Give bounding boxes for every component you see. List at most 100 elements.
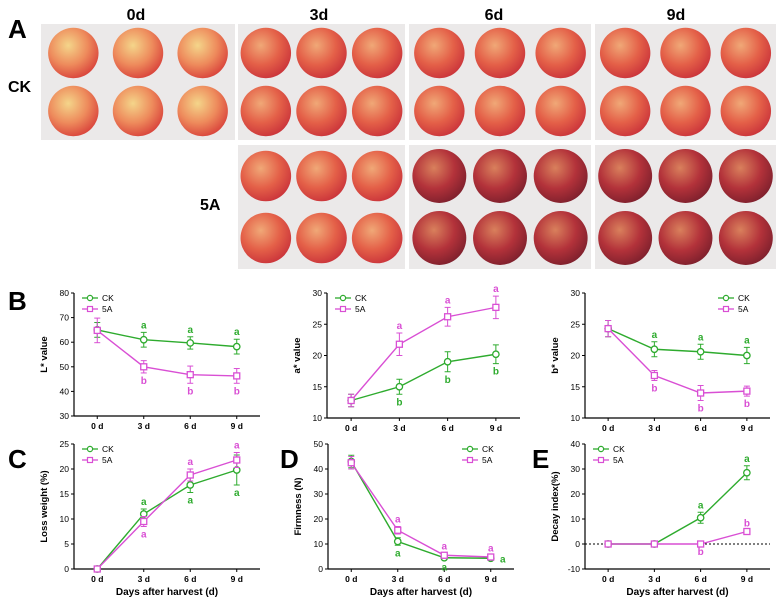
legend-marker [339, 305, 347, 313]
peach-fruit [535, 85, 586, 137]
peach-fruit [658, 211, 713, 265]
peach-fruit [296, 27, 347, 79]
x-tick-label: 6 d [184, 421, 196, 431]
panel-label-d: D [280, 444, 299, 474]
significance-letter: a [234, 488, 240, 499]
significance-letter: a [141, 530, 147, 541]
peach-fruit [533, 211, 588, 265]
significance-letter: a [234, 327, 240, 338]
x-tick-label: 9 d [741, 423, 753, 433]
significance-letter: a [698, 500, 704, 511]
data-point [232, 342, 241, 351]
x-axis-label: Days after harvest (d) [626, 587, 728, 598]
data-point [443, 313, 452, 321]
y-tick-label: 10 [571, 514, 581, 524]
data-point [395, 340, 404, 348]
series-5a: a a a [347, 284, 500, 408]
peach-fruit [351, 85, 403, 137]
data-point [395, 382, 404, 391]
photo-ck-0d [41, 24, 235, 140]
legend-label: CK [738, 293, 750, 303]
peach-fruit [718, 211, 773, 265]
x-tick-label: 9 d [231, 421, 243, 431]
peach-fruit [296, 212, 347, 264]
x-tick-label: 0 d [91, 574, 103, 584]
peach-fruit [660, 27, 711, 79]
peach-fruit [660, 85, 711, 137]
significance-letter: b [493, 367, 499, 378]
significance-letter: a [395, 515, 401, 526]
y-tick-label: 25 [571, 319, 581, 329]
data-point [233, 372, 241, 380]
peach-fruit [414, 85, 465, 137]
legend-label: 5A [482, 455, 493, 465]
y-tick-label: 15 [313, 382, 323, 392]
peach-fruit [240, 150, 292, 202]
peach-fruit [598, 211, 653, 265]
data-point [696, 513, 705, 522]
data-point [696, 389, 705, 397]
y-tick-label: 15 [60, 489, 70, 499]
legend-label: 5A [738, 304, 749, 314]
data-point [93, 326, 101, 335]
photo-ck-3d [238, 24, 405, 140]
y-tick-label: 30 [314, 489, 324, 499]
significance-letter: a [187, 457, 193, 468]
peach-fruit [658, 149, 713, 203]
legend-label: CK [102, 444, 114, 454]
y-tick-label: 80 [60, 288, 70, 298]
y-tick-label: 60 [60, 337, 70, 347]
data-point [743, 387, 751, 395]
significance-letter: b [698, 547, 704, 558]
photo-ck-6d [409, 24, 591, 140]
legend-marker [86, 305, 94, 313]
legend-label: CK [355, 293, 367, 303]
data-point [186, 481, 195, 489]
significance-letter: a [698, 332, 704, 343]
y-tick-label: 50 [60, 362, 70, 372]
legend-marker [86, 294, 94, 302]
data-point [347, 459, 355, 467]
y-tick-label: -10 [568, 564, 581, 574]
x-tick-label: 0 d [602, 574, 614, 584]
significance-letter: a [187, 496, 193, 507]
series-line [607, 327, 747, 357]
x-axis-label: Days after harvest (d) [370, 587, 472, 598]
peach-fruit [296, 85, 347, 137]
data-point [743, 527, 751, 536]
significance-letter: a [141, 320, 147, 331]
series-ck: aa [604, 454, 751, 548]
column-label-9d: 9d [667, 7, 686, 24]
y-tick-label: 25 [60, 439, 70, 449]
data-point [443, 357, 452, 366]
chart-decay: -10 0 10 20 30 40 0 d 3 d 6 d 9 d Decay index(%) Da… [550, 439, 770, 598]
peach-fruit [474, 85, 526, 137]
row-label-5a: 5A [200, 197, 221, 214]
peach-fruit [177, 27, 228, 79]
legend-label: 5A [355, 304, 366, 314]
y-axis-label: Loss weight (%) [39, 470, 50, 542]
data-point [186, 339, 195, 347]
significance-letter: a [744, 335, 750, 346]
data-point [93, 565, 101, 573]
data-point [440, 551, 448, 559]
series-line [608, 472, 748, 545]
data-point [140, 517, 148, 526]
x-tick-label: 0 d [345, 574, 357, 584]
column-label-6d: 6d [485, 7, 504, 24]
column-label-3d: 3d [310, 7, 329, 24]
peach-photo-grid [41, 24, 776, 269]
y-axis-label: L* value [39, 336, 50, 372]
peach-fruit [112, 27, 164, 79]
series-line [350, 306, 497, 401]
legend-label: 5A [613, 455, 624, 465]
chart-loss: 0 5 10 15 20 25 0 d 3 d 6 d 9 d Loss weight (%) Day… [39, 439, 260, 598]
series-ck: b b b [347, 344, 500, 408]
legend-marker [339, 294, 347, 302]
significance-letter: b [396, 397, 402, 408]
